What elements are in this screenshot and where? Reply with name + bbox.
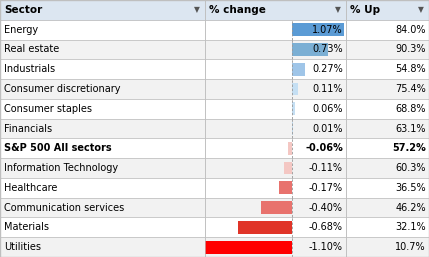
Bar [346, 20, 429, 40]
Bar [292, 82, 298, 95]
Text: 54.8%: 54.8% [396, 64, 426, 74]
Bar [205, 99, 346, 119]
Text: 0.01%: 0.01% [312, 124, 343, 133]
Text: -1.10%: -1.10% [309, 242, 343, 252]
Bar [292, 122, 293, 135]
Bar [205, 79, 346, 99]
Bar [0, 99, 205, 119]
Bar [205, 20, 346, 40]
Bar [346, 138, 429, 158]
Text: 0.73%: 0.73% [312, 44, 343, 54]
Text: Communication services: Communication services [4, 203, 124, 213]
Bar [0, 198, 205, 217]
Bar [292, 63, 305, 76]
Bar [0, 20, 205, 40]
Bar [0, 119, 205, 138]
Bar [0, 0, 205, 20]
Text: 0.06%: 0.06% [312, 104, 343, 114]
Bar [284, 162, 292, 175]
Text: Utilities: Utilities [4, 242, 41, 252]
Bar [205, 158, 346, 178]
Text: ▼: ▼ [418, 5, 424, 14]
Text: ▼: ▼ [335, 5, 341, 14]
Text: 63.1%: 63.1% [396, 124, 426, 133]
Text: 32.1%: 32.1% [396, 222, 426, 232]
Bar [0, 158, 205, 178]
Bar [346, 119, 429, 138]
Bar [0, 138, 205, 158]
Text: 46.2%: 46.2% [396, 203, 426, 213]
Bar [346, 0, 429, 20]
Text: Financials: Financials [4, 124, 52, 133]
Bar [346, 217, 429, 237]
Bar [0, 79, 205, 99]
Bar [205, 217, 346, 237]
Text: Industrials: Industrials [4, 64, 55, 74]
Bar [346, 99, 429, 119]
Bar [205, 138, 346, 158]
Text: % change: % change [209, 5, 266, 15]
Text: ▼: ▼ [194, 5, 200, 14]
Text: Healthcare: Healthcare [4, 183, 57, 193]
Text: Sector: Sector [4, 5, 42, 15]
Bar [346, 198, 429, 217]
Text: Consumer staples: Consumer staples [4, 104, 92, 114]
Bar [205, 40, 346, 59]
Text: 0.11%: 0.11% [312, 84, 343, 94]
Bar [346, 178, 429, 198]
Text: 60.3%: 60.3% [396, 163, 426, 173]
Bar [0, 237, 205, 257]
Bar [346, 158, 429, 178]
Bar [205, 0, 346, 20]
Bar [239, 221, 292, 234]
Text: -0.68%: -0.68% [309, 222, 343, 232]
Bar [292, 23, 344, 36]
Bar [205, 59, 346, 79]
Bar [205, 241, 292, 254]
Bar [0, 59, 205, 79]
Bar [205, 178, 346, 198]
Bar [279, 181, 292, 194]
Bar [346, 79, 429, 99]
Bar [0, 40, 205, 59]
Text: 57.2%: 57.2% [392, 143, 426, 153]
Bar [292, 43, 328, 56]
Bar [0, 178, 205, 198]
Bar [0, 217, 205, 237]
Text: Information Technology: Information Technology [4, 163, 118, 173]
Bar [260, 201, 292, 214]
Text: % Up: % Up [350, 5, 380, 15]
Text: 1.07%: 1.07% [312, 25, 343, 35]
Bar [205, 119, 346, 138]
Text: 68.8%: 68.8% [396, 104, 426, 114]
Bar [346, 59, 429, 79]
Text: -0.40%: -0.40% [309, 203, 343, 213]
Bar [205, 198, 346, 217]
Text: Energy: Energy [4, 25, 38, 35]
Text: -0.06%: -0.06% [305, 143, 343, 153]
Text: S&P 500 All sectors: S&P 500 All sectors [4, 143, 112, 153]
Bar [346, 237, 429, 257]
Text: 90.3%: 90.3% [396, 44, 426, 54]
Text: 75.4%: 75.4% [395, 84, 426, 94]
Text: Materials: Materials [4, 222, 49, 232]
Bar [205, 237, 346, 257]
Text: 36.5%: 36.5% [396, 183, 426, 193]
Text: Consumer discretionary: Consumer discretionary [4, 84, 121, 94]
Text: 0.27%: 0.27% [312, 64, 343, 74]
Text: 10.7%: 10.7% [396, 242, 426, 252]
Text: 84.0%: 84.0% [396, 25, 426, 35]
Text: -0.17%: -0.17% [308, 183, 343, 193]
Text: Real estate: Real estate [4, 44, 59, 54]
Bar [287, 142, 292, 155]
Text: -0.11%: -0.11% [309, 163, 343, 173]
Bar [346, 40, 429, 59]
Bar [292, 102, 295, 115]
